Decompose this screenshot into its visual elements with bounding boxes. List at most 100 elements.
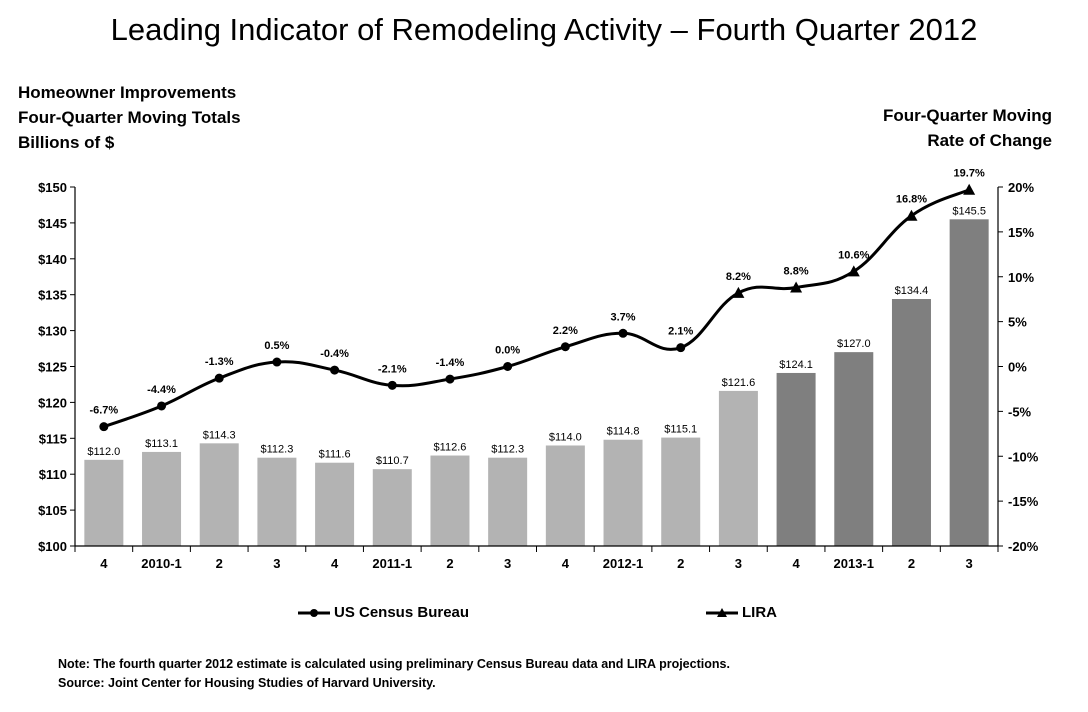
x-tick-label: 4 <box>562 556 570 571</box>
line-value-label: -2.1% <box>378 363 407 375</box>
left-tick-label: $130 <box>38 324 67 339</box>
bar <box>545 445 585 546</box>
census-point-marker <box>214 373 224 383</box>
bar-value-label: $134.4 <box>895 285 929 297</box>
left-axis-title-line: Billions of $ <box>18 133 115 152</box>
bar-value-label: $145.5 <box>952 205 986 217</box>
census-point-marker <box>157 401 167 411</box>
legend-census-line-icon <box>298 608 330 617</box>
left-tick-label: $110 <box>39 467 67 482</box>
left-axis-title: Homeowner Improvements Four-Quarter Movi… <box>18 80 241 155</box>
source-text: Source: Joint Center for Housing Studies… <box>58 676 436 690</box>
lira-point-marker <box>963 183 976 195</box>
legend-item-lira: LIRA <box>704 604 777 621</box>
right-tick-label: -5% <box>1008 404 1032 419</box>
bar-value-label: $112.0 <box>87 446 120 458</box>
right-axis-title-line: Four-Quarter Moving <box>882 106 1052 125</box>
right-tick-label: -15% <box>1008 494 1039 509</box>
bar <box>315 462 355 546</box>
bar <box>142 451 182 546</box>
line-value-label: 8.8% <box>784 266 809 278</box>
census-point-marker <box>445 374 455 384</box>
line-value-label: 19.7% <box>954 168 985 180</box>
bar-value-label: $124.1 <box>779 359 813 371</box>
x-tick-label: 2 <box>216 556 223 571</box>
right-tick-label: 20% <box>1008 180 1034 195</box>
left-tick-label: $135 <box>38 288 67 303</box>
legend-lira-line-icon <box>706 607 738 617</box>
x-tick-label: 4 <box>100 556 108 571</box>
census-point-marker <box>560 342 570 352</box>
bar-value-label: $114.3 <box>203 429 236 441</box>
lira-point-marker <box>905 209 918 221</box>
right-tick-label: 5% <box>1008 315 1027 330</box>
chart-title: Leading Indicator of Remodeling Activity… <box>110 12 978 47</box>
bar <box>949 219 989 546</box>
left-tick-label: $140 <box>38 252 67 267</box>
bar <box>718 390 758 546</box>
bar <box>891 299 931 546</box>
line-value-label: 16.8% <box>896 194 927 206</box>
x-tick-label: 2011-1 <box>372 556 412 571</box>
bar <box>257 457 297 546</box>
x-tick-label: 3 <box>273 556 280 571</box>
census-point-marker <box>330 365 340 375</box>
chart-notes: Note: The fourth quarter 2012 estimate i… <box>58 655 730 693</box>
bar <box>199 443 239 546</box>
right-axis-title-line: Rate of Change <box>927 131 1052 150</box>
line-value-label: -6.7% <box>89 405 118 417</box>
left-tick-label: $105 <box>38 503 67 518</box>
bar <box>84 459 124 546</box>
x-tick-label: 4 <box>331 556 339 571</box>
legend-item-census: US Census Bureau <box>296 604 469 621</box>
bar <box>661 437 701 546</box>
census-point-marker <box>387 380 397 390</box>
left-tick-label: $120 <box>38 395 67 410</box>
lira-point-marker <box>732 286 745 298</box>
lira-point-marker <box>847 265 860 277</box>
bar-value-label: $112.3 <box>260 444 293 456</box>
right-tick-label: 0% <box>1008 360 1027 375</box>
x-tick-label: 3 <box>504 556 511 571</box>
rate-of-change-line <box>103 188 970 429</box>
census-point-marker <box>272 357 282 367</box>
legend-census-label: US Census Bureau <box>334 604 470 621</box>
x-tick-label: 4 <box>792 556 800 571</box>
line-value-label: 3.7% <box>610 311 635 323</box>
x-tick-label: 2013-1 <box>834 556 874 571</box>
bar <box>603 439 643 546</box>
left-tick-label: $150 <box>38 180 67 195</box>
line-value-label: 10.6% <box>838 249 869 261</box>
bar-value-label: $121.6 <box>722 377 756 389</box>
x-tick-label: 3 <box>735 556 742 571</box>
line-value-label: 2.2% <box>553 325 578 337</box>
bar <box>834 352 874 546</box>
right-axis-title: Four-Quarter Moving Rate of Change <box>883 103 1052 153</box>
x-tick-label: 2 <box>446 556 453 571</box>
census-point-marker <box>676 343 686 353</box>
right-tick-label: -20% <box>1008 539 1039 554</box>
line-value-label: 2.1% <box>668 326 693 338</box>
right-tick-label: 10% <box>1008 270 1034 285</box>
left-axis-title-line: Homeowner Improvements <box>18 83 237 102</box>
bar-value-label: $127.0 <box>837 338 871 350</box>
left-tick-label: $115 <box>39 431 67 446</box>
line-value-label: -0.4% <box>320 348 349 360</box>
line-value-label: -4.4% <box>147 384 176 396</box>
x-tick-label: 2 <box>677 556 684 571</box>
bar-value-label: $115.1 <box>664 424 697 436</box>
left-tick-label: $145 <box>38 216 67 231</box>
x-tick-label: 3 <box>966 556 973 571</box>
bar-value-label: $113.1 <box>145 438 178 450</box>
x-tick-label: 2012-1 <box>603 556 643 571</box>
lira-point-marker <box>790 281 803 293</box>
left-axis-title-line: Four-Quarter Moving Totals <box>18 108 241 127</box>
x-tick-label: 2010-1 <box>141 556 181 571</box>
left-tick-label: $100 <box>38 539 67 554</box>
census-point-marker <box>618 328 628 338</box>
bar <box>430 455 470 546</box>
left-tick-label: $125 <box>38 360 67 375</box>
line-value-label: 8.2% <box>726 271 751 283</box>
legend-lira-label: LIRA <box>742 604 777 621</box>
